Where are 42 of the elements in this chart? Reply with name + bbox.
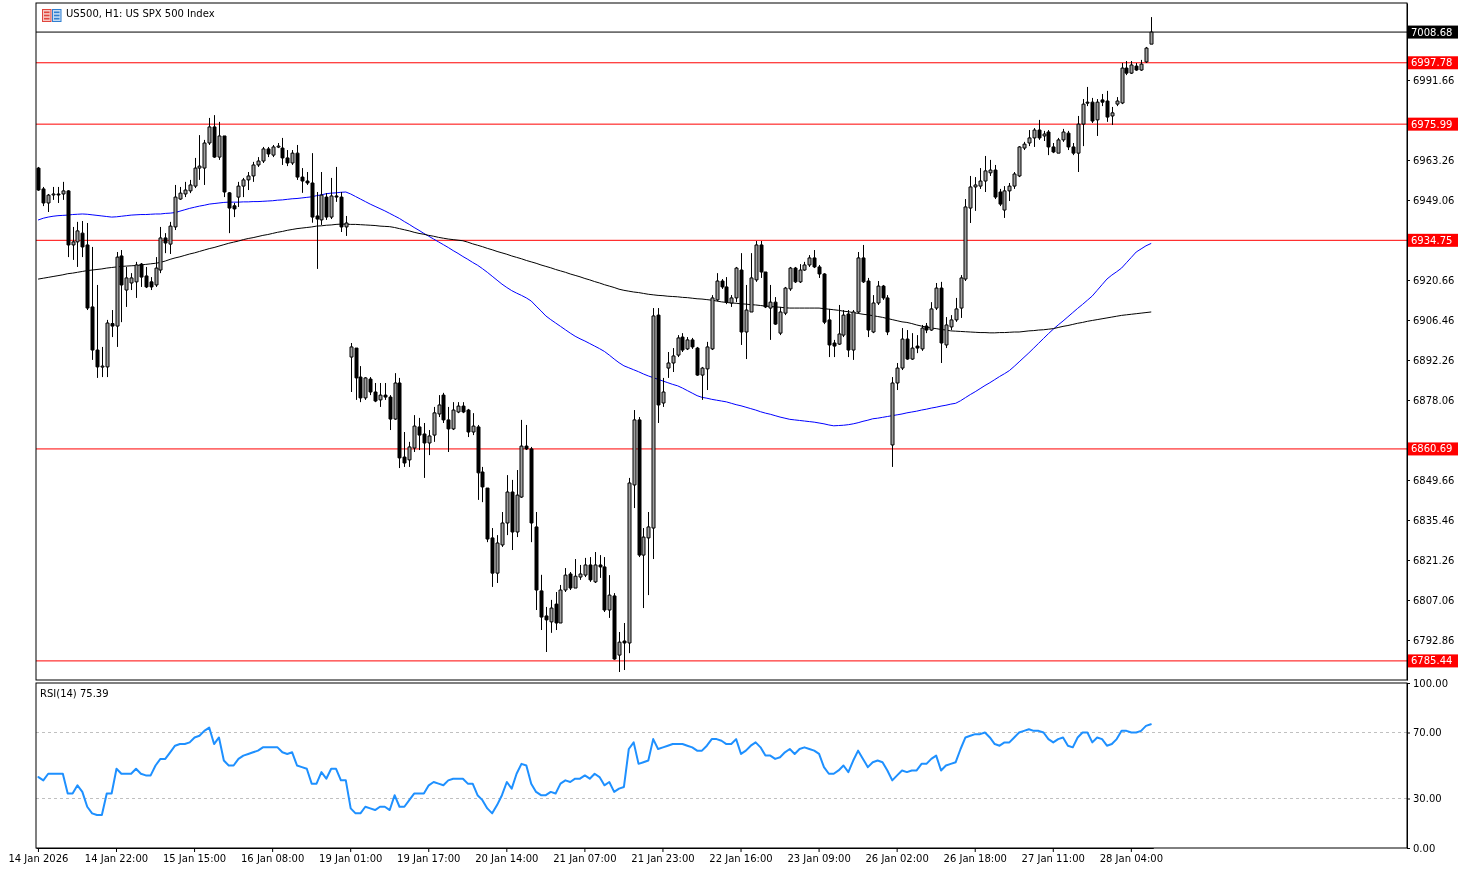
- y-tick-label: 0.00: [1413, 842, 1436, 854]
- ref-line-label: 6785.44: [1411, 655, 1453, 667]
- y-tick-label: 6906.46: [1413, 314, 1455, 326]
- x-tick-label: 14 Jan 2026: [8, 853, 69, 865]
- y-tick-label: 70.00: [1413, 727, 1442, 739]
- y-tick-label: 6920.66: [1413, 274, 1455, 286]
- x-tick-label: 16 Jan 08:00: [240, 853, 305, 865]
- ref-line-label: 6975.99: [1411, 118, 1453, 130]
- x-tick-label: 15 Jan 15:00: [162, 853, 227, 865]
- x-tick-label: 19 Jan 17:00: [397, 853, 461, 865]
- x-tick-label: 21 Jan 23:00: [631, 853, 695, 865]
- y-tick-label: 6792.86: [1413, 634, 1455, 646]
- y-tick-label: 6892.26: [1413, 354, 1455, 366]
- y-tick-label: 100.00: [1413, 677, 1448, 689]
- text: RSI(14) 75.39: [40, 688, 109, 699]
- ref-line-label: 7008.68: [1411, 26, 1453, 38]
- y-tick-label: 6949.06: [1413, 194, 1455, 206]
- chart-title: US500, H1: US SPX 500 Index: [66, 8, 215, 19]
- y-tick-label: 6963.26: [1413, 154, 1455, 166]
- y-tick-label: 6878.06: [1413, 394, 1455, 406]
- y-tick-label: 6807.06: [1413, 594, 1455, 606]
- x-tick-label: 28 Jan 04:00: [1099, 853, 1163, 865]
- x-tick-label: 23 Jan 09:00: [787, 853, 851, 865]
- candlestick: [1144, 46, 1149, 64]
- line-series: [37, 191, 1152, 427]
- x-tick-label: 26 Jan 02:00: [865, 853, 929, 865]
- x-tick-label: 26 Jan 18:00: [943, 853, 1007, 865]
- y-tick-label: 30.00: [1413, 793, 1442, 805]
- x-tick-label: 14 Jan 22:00: [84, 853, 149, 865]
- y-tick-label: 6835.46: [1413, 514, 1455, 526]
- x-tick-label: 22 Jan 16:00: [709, 853, 773, 865]
- ref-line-label: 6860.69: [1411, 443, 1453, 455]
- x-tick-label: 19 Jan 01:00: [319, 853, 383, 865]
- x-tick-label: 27 Jan 11:00: [1021, 853, 1085, 865]
- ref-line-label: 6934.75: [1411, 234, 1453, 246]
- line-series: [37, 723, 1152, 816]
- x-tick-label: 21 Jan 07:00: [553, 853, 617, 865]
- x-tick-label: 20 Jan 14:00: [475, 853, 539, 865]
- y-tick-label: 6991.66: [1413, 74, 1455, 86]
- ref-line-label: 6997.78: [1411, 57, 1453, 69]
- y-tick-label: 6849.66: [1413, 474, 1455, 486]
- y-tick-label: 6821.26: [1413, 554, 1455, 566]
